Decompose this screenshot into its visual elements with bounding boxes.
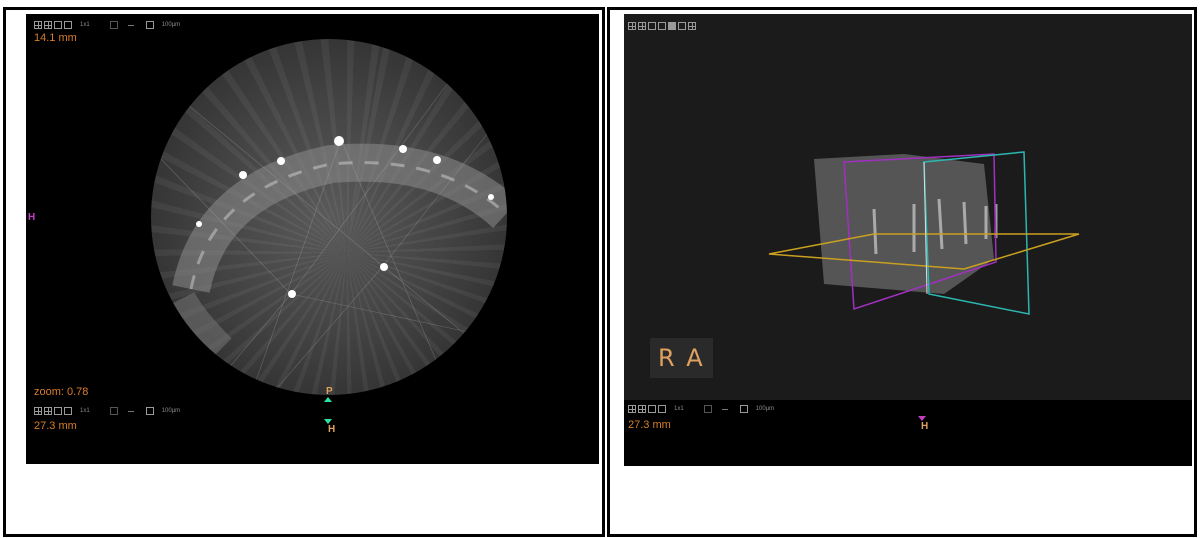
viewport-toolbar-bottom: 1x1 100µm (628, 403, 774, 415)
layout-dual-icon[interactable] (648, 405, 656, 413)
layout-dual-icon[interactable] (648, 22, 656, 30)
render-mode-icon[interactable] (668, 22, 676, 30)
measurement-bottom: 27.3 mm (628, 419, 671, 431)
measurement-top: 14.1 mm (34, 32, 77, 44)
window-icon[interactable] (739, 405, 748, 413)
ct-slice-svg (160, 78, 507, 395)
measurement-bottom: 27.3 mm (34, 420, 77, 432)
layout-single-icon[interactable] (658, 405, 666, 413)
toolbar-divider (721, 408, 728, 410)
voxel-size-label: 100µm (161, 408, 181, 414)
layout-single-icon[interactable] (64, 407, 72, 415)
viewport-toolbar-top (628, 20, 696, 32)
layout-grid-icon[interactable] (34, 407, 42, 415)
layout-quad-icon[interactable] (638, 405, 646, 413)
layout-dual-icon[interactable] (54, 21, 62, 29)
toolbar-divider (127, 410, 134, 412)
lock-icon[interactable] (703, 405, 712, 413)
layout-dual-icon[interactable] (54, 407, 62, 415)
window-icon[interactable] (145, 407, 154, 415)
marker-bottom: P (326, 386, 333, 397)
orientation-label: R A (650, 338, 713, 378)
marker-bottom-h: H (328, 424, 336, 435)
voxel-size-label: 100µm (755, 406, 775, 412)
marker-bottom-h: H (921, 421, 929, 432)
viewport-toolbar-bottom: 1x1 100µm (34, 405, 180, 417)
toolbar-divider (127, 24, 134, 26)
lock-icon[interactable] (109, 21, 118, 29)
layout-label: 1x1 (80, 408, 90, 414)
layout-grid-icon[interactable] (628, 22, 636, 30)
viewport-toolbar-top: 1x1 100µm (34, 19, 180, 31)
layout-single-icon[interactable] (658, 22, 666, 30)
layout-quad-icon[interactable] (44, 21, 52, 29)
layout-quad-icon[interactable] (44, 407, 52, 415)
marker-left: H (28, 212, 36, 223)
ct-slice-image[interactable] (151, 39, 507, 395)
layout-quad-icon[interactable] (638, 22, 646, 30)
bottom-strip (624, 400, 1192, 466)
marker-arrow-bottom-icon[interactable] (324, 397, 332, 402)
voxel-size-label: 100µm (161, 22, 181, 28)
marker-arrow-h-icon[interactable] (324, 419, 332, 424)
volume-render-svg (768, 151, 1080, 315)
volume-3d-viewport[interactable]: R A 1x1 100µm 27.3 mm H (624, 14, 1192, 466)
layout-label: 1x1 (80, 22, 90, 28)
axial-viewport[interactable]: 1x1 100µm 14.1 mm A H (26, 14, 599, 464)
layout-grid-icon[interactable] (34, 21, 42, 29)
lock-icon[interactable] (109, 407, 118, 415)
reset-view-icon[interactable] (688, 22, 696, 30)
layout-label: 1x1 (674, 406, 684, 412)
layout-grid-icon[interactable] (628, 405, 636, 413)
zoom-label: zoom: 0.78 (34, 386, 89, 398)
marker-arrow-h-icon[interactable] (918, 416, 926, 421)
layout-single-icon[interactable] (64, 21, 72, 29)
right-frame: R A 1x1 100µm 27.3 mm H (607, 7, 1197, 537)
window-icon[interactable] (145, 21, 154, 29)
camera-icon[interactable] (678, 22, 686, 30)
left-frame: 1x1 100µm 14.1 mm A H (3, 7, 605, 537)
